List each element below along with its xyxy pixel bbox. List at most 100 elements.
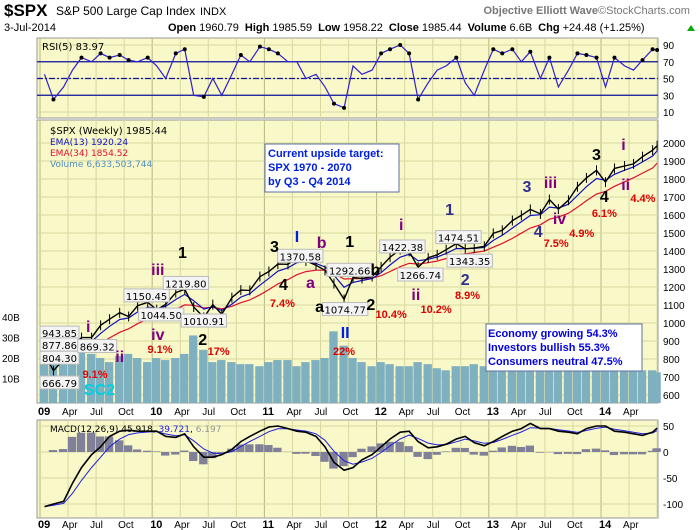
rsi-extreme-point bbox=[407, 51, 412, 56]
rsi-legend: RSI(5) 83.97 bbox=[42, 42, 104, 53]
x-tick-label: 11 bbox=[262, 406, 274, 418]
macd-histogram-bar bbox=[245, 444, 254, 452]
pivot-label: 666.79 bbox=[39, 375, 80, 390]
volume-tick-label: 40B bbox=[2, 313, 20, 324]
macd-panel: 50 0 -50 -100 09 Apr Jul Oct 10 Apr Jul Oct 11 Apr Jul… bbox=[36, 419, 683, 530]
wave-label: 7.5% bbox=[544, 238, 569, 250]
macd-histogram-bar bbox=[581, 449, 591, 452]
wave-label: 1 bbox=[345, 234, 354, 251]
volume-bar bbox=[143, 362, 152, 403]
macd-tick-label: -100 bbox=[663, 500, 683, 511]
macd-histogram-bar bbox=[652, 448, 661, 452]
ema34-legend: EMA(34) 1854.52 bbox=[50, 149, 128, 159]
macd-histogram-bar bbox=[479, 452, 488, 456]
rsi-extreme-point bbox=[388, 47, 393, 52]
volume-bar bbox=[507, 364, 517, 403]
pivot-box bbox=[322, 302, 369, 317]
price-tick-label: 1200 bbox=[663, 283, 686, 294]
pivot-label: 869.32 bbox=[77, 339, 118, 354]
volume-bar bbox=[404, 366, 413, 403]
x-tick-label: Jul bbox=[202, 407, 215, 418]
volume-bar bbox=[637, 370, 647, 403]
pivot-label: 1044.50 bbox=[137, 307, 185, 322]
rsi-extreme-point bbox=[342, 105, 347, 110]
macd-histogram-bar bbox=[264, 445, 273, 452]
volume-bar bbox=[469, 364, 478, 403]
rsi-extreme-point bbox=[126, 58, 131, 63]
target-line: by Q3 - Q4 2014 bbox=[268, 176, 351, 188]
wave-label: 22% bbox=[333, 346, 355, 358]
ema13-legend: EMA(13) 1920.24 bbox=[50, 138, 128, 148]
macd-histogram-bar bbox=[255, 444, 264, 452]
price-tick-label: 1500 bbox=[663, 229, 686, 240]
x-tick-label: 11 bbox=[262, 519, 274, 530]
price-tick-label: 1100 bbox=[663, 301, 685, 312]
rsi-tick-label: 10 bbox=[663, 108, 675, 119]
rsi-extreme-point bbox=[500, 51, 505, 56]
macd-histogram-bar bbox=[171, 452, 180, 455]
volume-bar bbox=[619, 368, 629, 403]
x-tick-label: Apr bbox=[174, 520, 190, 530]
macd-histogram-bar bbox=[619, 452, 629, 455]
price-tick-label: 1600 bbox=[663, 211, 686, 222]
macd-tick-label: 0 bbox=[663, 448, 669, 459]
macd-histogram-bar bbox=[497, 447, 506, 452]
macd-histogram-bar bbox=[301, 452, 310, 454]
wave-label: i bbox=[86, 319, 90, 336]
target-line: Current upside target: bbox=[268, 148, 384, 160]
volume-bar bbox=[86, 353, 96, 403]
volume-bar bbox=[208, 362, 217, 403]
wave-label: 9.1% bbox=[82, 369, 107, 381]
price-tick-label: 900 bbox=[663, 337, 680, 348]
macd-histogram-bar bbox=[460, 447, 469, 452]
wave-label: 4.4% bbox=[630, 193, 655, 205]
volume-bar bbox=[114, 355, 124, 403]
volume-bar bbox=[451, 366, 460, 403]
volume-bar bbox=[264, 362, 273, 403]
price-tick-label: 700 bbox=[663, 373, 680, 384]
macd-histogram-bar bbox=[413, 452, 422, 457]
volume-bar bbox=[171, 358, 180, 403]
wave-label: I bbox=[295, 229, 299, 246]
macd-histogram-bar bbox=[591, 448, 601, 452]
x-tick-label: 14 bbox=[599, 519, 612, 530]
pivot-box bbox=[379, 239, 426, 254]
ohlc-value: 1985.44 bbox=[422, 22, 462, 34]
macd-histogram-bar bbox=[143, 450, 152, 452]
wave-label: II bbox=[341, 325, 350, 342]
pivot-value: 1219.80 bbox=[165, 279, 206, 290]
x-tick-label: Jul bbox=[539, 520, 552, 530]
volume-bar bbox=[311, 360, 320, 403]
wave-label: b bbox=[317, 235, 327, 252]
pivot-box bbox=[435, 230, 482, 245]
pivot-value: 1370.58 bbox=[280, 252, 321, 263]
macd-histogram-bar bbox=[348, 452, 357, 458]
x-tick-label: Apr bbox=[286, 520, 302, 530]
macd-histogram-bar bbox=[535, 452, 545, 453]
volume-bar bbox=[132, 358, 142, 403]
wave-label: 2 bbox=[461, 272, 470, 289]
volume-bar bbox=[189, 335, 198, 403]
macd-histogram-bar bbox=[600, 450, 610, 452]
pivot-box bbox=[39, 350, 80, 365]
volume-bar bbox=[544, 368, 554, 403]
volume-bar bbox=[413, 362, 422, 403]
wave-label: SC2 bbox=[84, 382, 115, 399]
volume-bar bbox=[600, 364, 610, 403]
volume-bar bbox=[497, 366, 506, 403]
ohlc-value: 6.6B bbox=[510, 22, 533, 34]
volume-bar bbox=[647, 370, 657, 403]
pivot-value: 1150.45 bbox=[126, 292, 167, 303]
volume-bar bbox=[283, 360, 292, 403]
wave-label: i bbox=[621, 137, 625, 154]
macd-histogram-bar bbox=[553, 452, 563, 455]
macd-histogram-bar bbox=[647, 450, 657, 452]
volume-bar bbox=[553, 368, 563, 403]
rsi-panel: 90 70 50 30 10 bbox=[36, 37, 675, 119]
macd-histogram-bar bbox=[572, 452, 582, 455]
x-tick-label: Oct bbox=[455, 520, 471, 530]
x-tick-label: 12 bbox=[375, 519, 387, 530]
pivot-label: 1422.38 bbox=[379, 239, 426, 254]
pivot-value: 877.86 bbox=[42, 341, 77, 352]
rsi-extreme-point bbox=[275, 51, 280, 56]
